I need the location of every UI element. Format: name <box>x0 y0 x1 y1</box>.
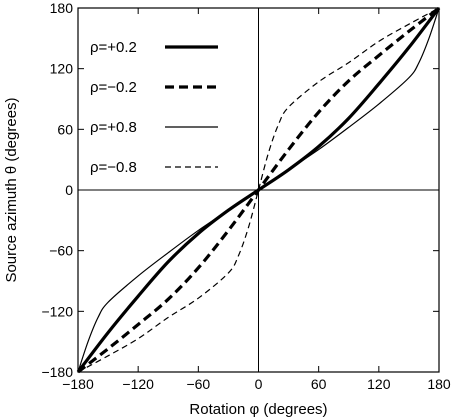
legend-label-4: ρ=−0.8 <box>90 159 137 176</box>
legend-label-1: ρ=+0.2 <box>90 39 137 56</box>
legend-label-2: ρ=−0.2 <box>90 79 137 96</box>
legend: ρ=+0.2 ρ=−0.2 ρ=+0.8 ρ=−0.8 <box>90 39 218 176</box>
series-group <box>76 6 441 374</box>
x-tick-label: 60 <box>311 376 327 392</box>
y-axis-label: Source azimuth θ (degrees) <box>3 97 20 282</box>
y-tick-label: 180 <box>50 0 74 16</box>
x-axis-label: Rotation φ (degrees) <box>189 401 327 418</box>
ticks: −180 −120 −60 0 60 120 180 −180 −120 −60 0 60 120 180 <box>41 0 450 392</box>
y-tick-label: −180 <box>41 364 73 380</box>
y-tick-label: 120 <box>50 61 74 77</box>
x-tick-label: 120 <box>367 376 391 392</box>
x-tick-label: 180 <box>427 376 451 392</box>
x-tick-label: −60 <box>186 376 210 392</box>
y-tick-label: 60 <box>57 121 73 137</box>
x-tick-label: −120 <box>122 376 154 392</box>
series-line-3 <box>77 7 440 373</box>
x-tick-label: 0 <box>255 376 263 392</box>
y-tick-label: −120 <box>41 303 73 319</box>
y-tick-label: 0 <box>65 182 73 198</box>
legend-label-3: ρ=+0.8 <box>90 119 137 136</box>
y-tick-label: −60 <box>49 243 73 259</box>
x-tick-label: −180 <box>62 376 94 392</box>
series-line-4 <box>77 7 440 373</box>
